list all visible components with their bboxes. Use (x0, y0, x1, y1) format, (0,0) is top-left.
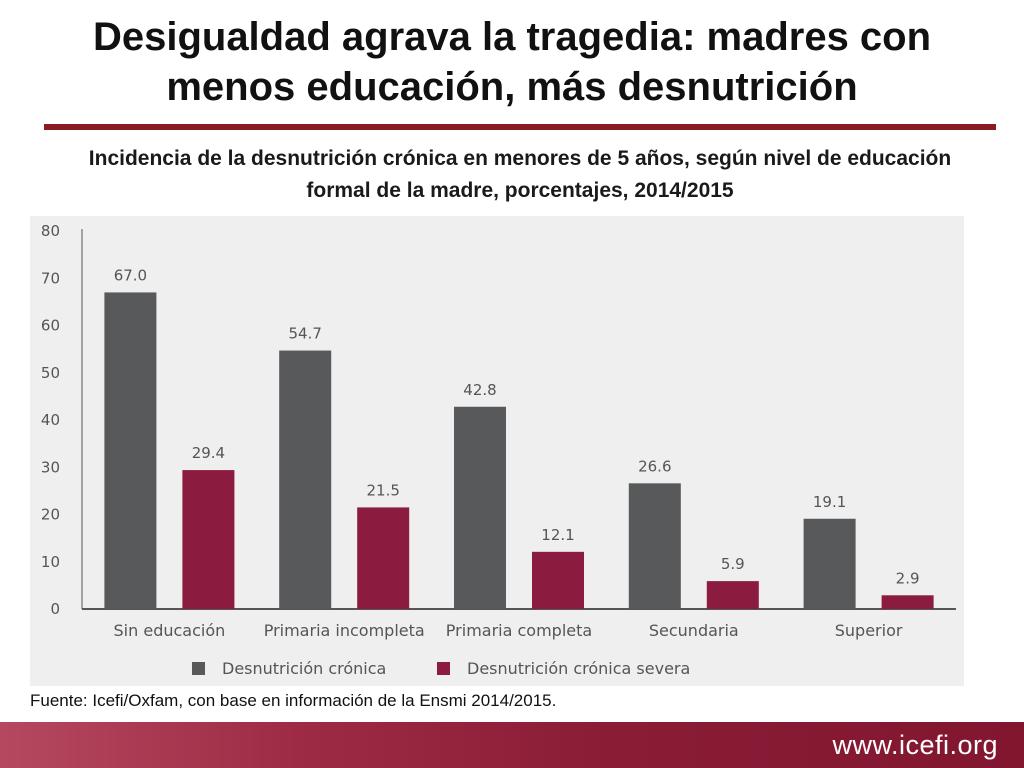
x-tick-label: Primaria incompleta (264, 621, 425, 640)
source-note: Fuente: Icefi/Oxfam, con base en informa… (30, 691, 557, 710)
slide-title-line-1: Desigualdad agrava la tragedia: madres c… (92, 15, 932, 59)
slide-title-line-2: menos educación, más desnutrición (166, 65, 858, 109)
footer-url[interactable]: www.icefi.org (832, 730, 998, 760)
data-label: 21.5 (366, 481, 399, 499)
footer-bar: www.icefi.org (0, 722, 1024, 768)
data-label: 19.1 (813, 493, 846, 511)
bar-severa (532, 551, 584, 609)
bar-cronica (628, 483, 681, 609)
y-tick-label: 80 (41, 222, 60, 240)
legend-label: Desnutrición crónica (222, 659, 386, 678)
bar-cronica (454, 406, 506, 609)
bar-cronica (803, 518, 856, 609)
data-label: 12.1 (541, 526, 574, 544)
data-label: 29.4 (192, 444, 225, 462)
title-divider (44, 124, 996, 130)
bar-cronica (104, 292, 157, 609)
data-label: 42.8 (463, 381, 496, 399)
legend-label: Desnutrición crónica severa (467, 659, 690, 678)
x-tick-label: Secundaria (649, 621, 739, 640)
bar-severa (881, 595, 934, 609)
bar-severa (182, 470, 235, 609)
data-label: 54.7 (288, 325, 321, 343)
bar-cronica (279, 350, 332, 609)
legend-swatch (192, 662, 205, 675)
y-tick-label: 10 (41, 553, 60, 571)
y-tick-label: 40 (41, 411, 60, 429)
bar-severa (357, 507, 410, 609)
legend-swatch (437, 662, 450, 675)
data-label: 67.0 (114, 266, 147, 284)
x-tick-label: Primaria completa (446, 621, 592, 640)
slide-title: Desigualdad agrava la tragedia: madres c… (20, 12, 1004, 112)
bar-severa (706, 581, 759, 609)
data-label: 5.9 (721, 555, 745, 573)
x-tick-label: Sin educación (114, 621, 226, 640)
data-label: 26.6 (638, 457, 671, 475)
x-tick-label: Superior (835, 621, 903, 640)
y-tick-label: 60 (41, 317, 60, 335)
bar-chart: 0 10 20 30 40 50 60 70 80 67.0 29.4 Sin educación 54… (41, 222, 956, 678)
y-tick-label: 30 (41, 458, 60, 476)
y-tick-label: 50 (41, 364, 60, 382)
y-tick-label: 70 (41, 269, 60, 287)
data-label: 2.9 (896, 569, 920, 587)
chart-title: Incidencia de la desnutrición crónica en… (88, 147, 952, 202)
chart-panel: 0 10 20 30 40 50 60 70 80 67.0 29.4 Sin educación 54… (30, 216, 964, 686)
y-tick-label: 20 (41, 506, 60, 524)
y-tick-label: 0 (50, 600, 60, 618)
